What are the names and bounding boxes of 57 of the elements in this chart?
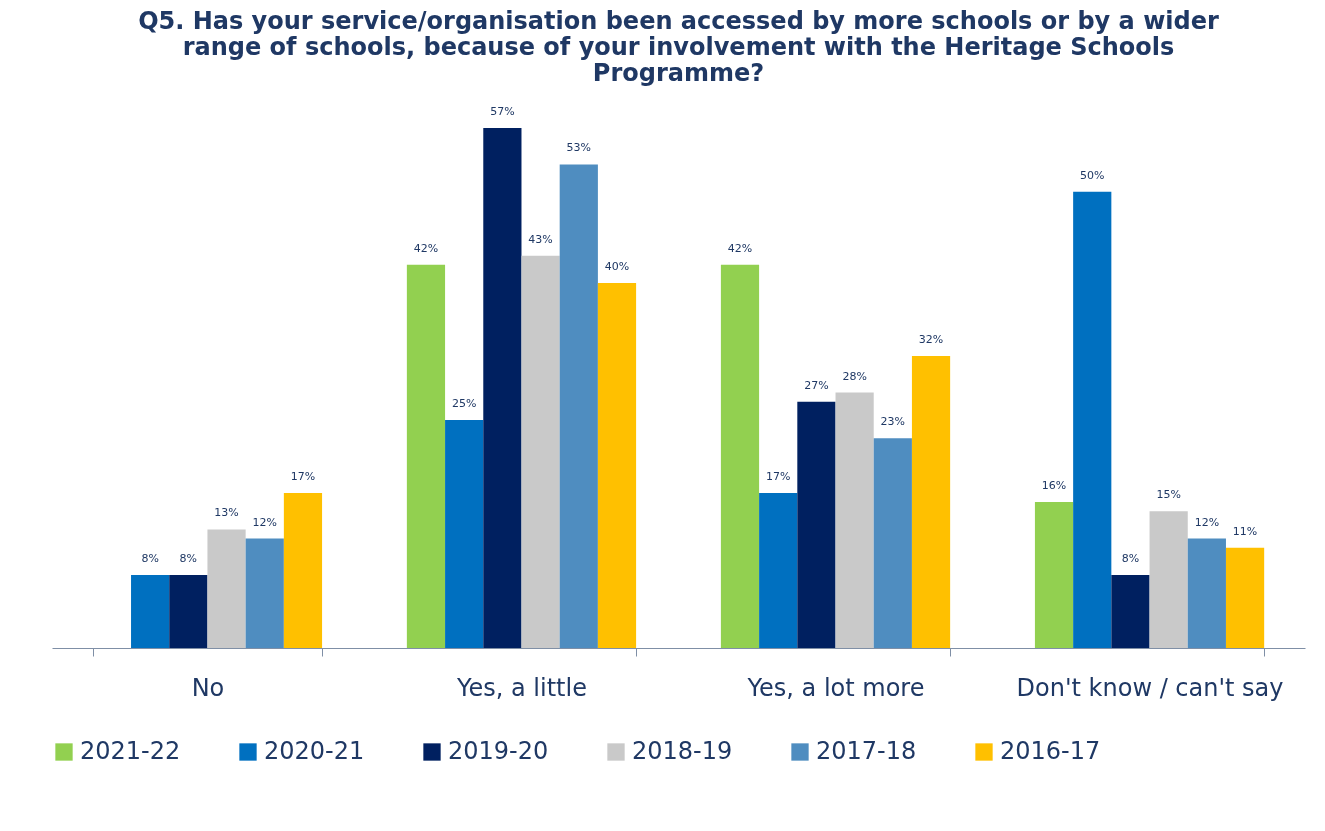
data-label: 17% (765, 469, 791, 483)
x-tick-label: Yes, a lot more (746, 673, 925, 702)
x-tick-label: Yes, a little (456, 673, 587, 702)
data-label: 57% (490, 105, 515, 118)
chart-title: Q5. Has your service/organisation been accessed by more schools or by a wider range of schools, because of your involvement with the Heritage Schools Programme? (138, 7, 1220, 87)
bar (521, 255, 560, 648)
bar (1034, 502, 1074, 648)
data-label: 13% (214, 506, 239, 520)
legend-label: 2017-18 (816, 737, 917, 765)
bar (245, 538, 284, 648)
x-tick-label: No (191, 673, 225, 702)
data-label: 42% (413, 241, 439, 255)
bar (1111, 575, 1150, 648)
data-label: 32% (918, 333, 944, 347)
bar (720, 264, 760, 648)
legend-label: 2018-19 (632, 737, 733, 765)
data-label: 12% (252, 515, 277, 529)
data-label: 25% (451, 396, 477, 410)
x-tick-label: Don't know / can't say (1016, 673, 1284, 702)
data-label: 42% (727, 241, 753, 255)
bar (445, 419, 484, 648)
bar (169, 575, 208, 648)
data-label: 8% (1121, 552, 1140, 566)
data-label: 12% (1194, 515, 1220, 529)
bar (1187, 538, 1226, 648)
bar (759, 492, 798, 648)
legend-label: 2020-21 (264, 737, 365, 765)
data-label: 40% (604, 260, 630, 274)
legend-label: 2021-22 (80, 737, 181, 765)
bar (597, 283, 637, 648)
bar (911, 356, 951, 648)
bar (483, 128, 522, 648)
legend-label: 2019-20 (448, 737, 549, 765)
data-label: 43% (528, 232, 553, 246)
data-label: 17% (290, 469, 316, 483)
bar (1149, 511, 1188, 648)
bar (1073, 191, 1112, 648)
data-label: 50% (1080, 168, 1105, 182)
data-label: 16% (1041, 479, 1067, 493)
bar (406, 264, 446, 648)
bar (835, 392, 874, 648)
bar (873, 438, 912, 648)
bar (1225, 547, 1265, 648)
bar (283, 492, 323, 648)
data-label: 8% (179, 552, 198, 566)
data-label: 23% (880, 415, 906, 429)
bar (797, 401, 836, 648)
bar (131, 575, 170, 648)
data-label: 27% (804, 378, 829, 392)
bar (207, 529, 246, 648)
data-label: 8% (141, 552, 159, 566)
data-label: 28% (842, 369, 867, 383)
legend-label: 2016-17 (1000, 737, 1101, 765)
data-label: 53% (566, 141, 592, 155)
data-label: 15% (1156, 488, 1181, 502)
bar (559, 164, 598, 648)
data-label: 11% (1232, 524, 1258, 538)
